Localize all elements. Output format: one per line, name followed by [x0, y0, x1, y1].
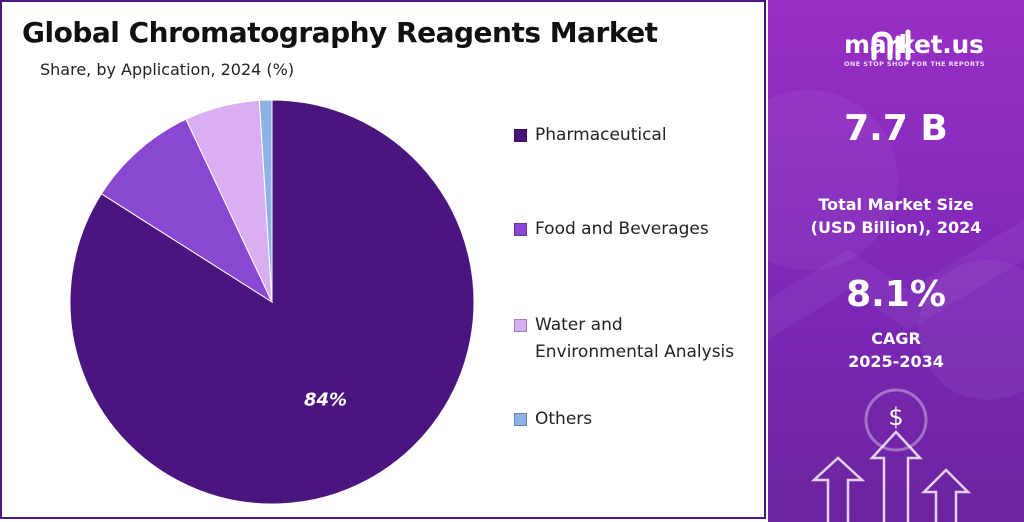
- background-decoration: [768, 90, 1024, 522]
- legend-item-water-and-environmental-analysis: Water and Environmental Analysis: [514, 312, 764, 366]
- pie-slice-food-and-beverages: [100, 118, 274, 304]
- market-us-logo-icon: [871, 29, 911, 61]
- cagr-label: CAGR: [871, 329, 921, 348]
- growth-arrows-icon: [810, 430, 972, 522]
- chart-panel: Global Chromatography Reagents Market Sh…: [0, 0, 766, 519]
- brand-tagline: ONE STOP SHOP FOR THE REPORTS: [844, 60, 985, 68]
- market-size-value: 7.7 B: [844, 108, 948, 149]
- brand-name: market.us: [844, 30, 984, 59]
- market-size-label-line1: Total Market Size: [818, 195, 974, 214]
- pie-chart: 84%: [69, 99, 475, 505]
- chart-subtitle: Share, by Application, 2024 (%): [40, 60, 295, 79]
- legend-swatch: [514, 223, 527, 236]
- dollar-icon: $: [888, 403, 904, 431]
- legend-label: Food and Beverages: [535, 219, 709, 239]
- legend-label: Others: [535, 409, 593, 429]
- data-label-pharmaceutical: 84%: [304, 389, 347, 410]
- legend-swatch: [514, 413, 527, 426]
- chart-title: Global Chromatography Reagents Market: [22, 16, 658, 49]
- cagr-value: 8.1%: [846, 274, 946, 315]
- legend-swatch: [514, 129, 527, 142]
- market-summary-sidebar: market.us ONE STOP SHOP FOR THE REPORTS …: [768, 0, 1024, 522]
- legend-label: Pharmaceutical: [535, 125, 667, 145]
- legend-label: Water and Environmental Analysis: [535, 315, 735, 362]
- market-size-label-line2: (USD Billion), 2024: [810, 218, 982, 237]
- legend-item-pharmaceutical: Pharmaceutical: [514, 122, 764, 149]
- cagr-period: 2025-2034: [848, 352, 944, 371]
- legend-item-food-and-beverages: Food and Beverages: [514, 216, 764, 243]
- brand-logo: market.us ONE STOP SHOP FOR THE REPORTS: [786, 28, 1006, 68]
- legend-item-others: Others: [514, 406, 764, 433]
- legend-swatch: [514, 319, 527, 332]
- pie-slice-others: [258, 99, 273, 303]
